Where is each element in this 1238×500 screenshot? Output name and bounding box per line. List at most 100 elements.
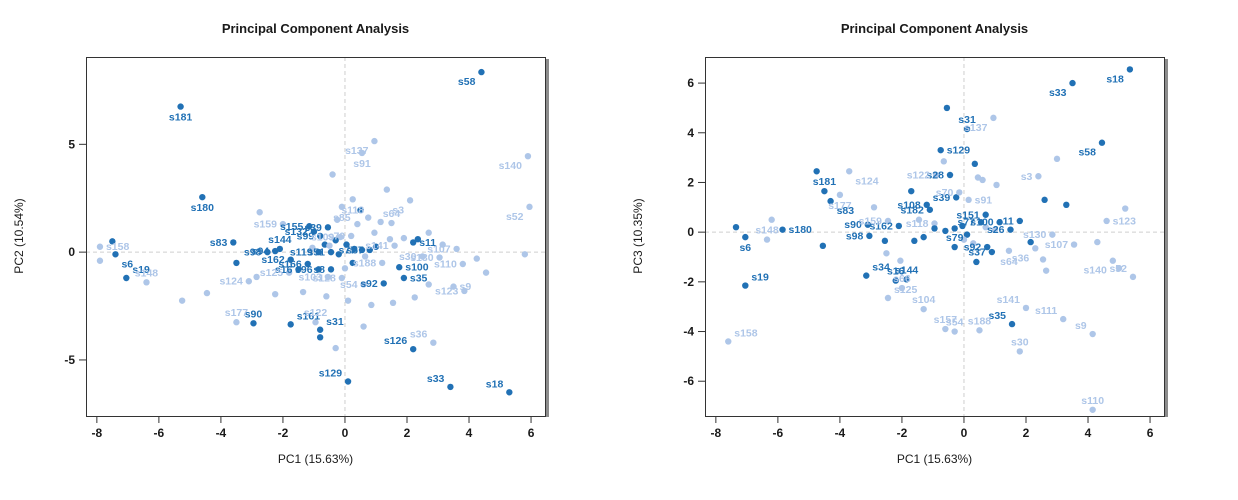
data-point [963,231,971,238]
data-point [506,389,513,396]
x-tick-label: 4 [1085,426,1092,440]
data-point [358,149,366,157]
data-point [123,274,130,282]
data-point [310,228,318,235]
data-point [366,246,373,254]
data-point [1122,205,1129,212]
point-label: s90 [844,219,862,231]
point-label: s83 [210,237,228,249]
data-point [1109,257,1117,264]
data-point [1063,201,1070,209]
x-tick-label: -4 [216,426,227,440]
data-point [96,243,104,250]
data-point [447,383,454,391]
point-label: s108 [897,199,921,211]
data-point [1126,66,1134,73]
point-label: s91 [975,194,993,206]
point-label: s77 [957,217,975,229]
data-point [349,259,356,267]
data-point [926,206,934,213]
data-point [931,220,938,227]
data-point [419,253,426,260]
data-point [915,216,923,223]
data-point [461,287,468,295]
data-point [931,225,938,232]
point-label: s94 [252,246,270,258]
data-point [866,232,873,240]
data-point [1007,226,1014,233]
data-point [1094,238,1101,246]
point-label: s70 [328,230,346,242]
data-point [378,259,386,267]
data-point [347,232,355,240]
data-point [988,248,996,256]
data-point [332,237,339,244]
data-point [383,186,391,193]
data-point [976,327,983,334]
plot-frame [86,57,546,417]
point-label: s99 [297,230,315,242]
point-label: s39 [933,192,951,204]
data-point [996,219,1003,226]
data-point [334,216,341,223]
data-point [344,378,352,385]
point-label: s100 [970,217,994,229]
data-point [819,242,827,250]
data-point [1042,267,1050,274]
point-label: s58 [1078,147,1096,159]
data-point [1008,320,1016,328]
pca-panel-pc1-pc2: Principal Component Analysis PC2 (10.54%… [12,21,549,466]
data-point [287,321,294,328]
data-point [230,239,237,246]
point-label: s122 [907,170,931,182]
point-label: s18 [486,378,504,390]
data-point [250,320,257,327]
point-label: s126 [384,335,408,347]
data-point [1089,330,1096,338]
point-label: s64 [1000,256,1018,268]
data-point [316,232,324,240]
data-point [329,171,336,178]
point-label: s118 [341,204,364,216]
data-point [524,152,532,160]
point-label: s122 [304,307,328,319]
point-label: s77 [338,244,356,256]
data-point [1070,241,1078,248]
point-label: s141 [365,240,389,252]
data-point [295,266,302,273]
point-label: s34 [872,262,890,274]
x-tick-label: 0 [961,426,968,440]
point-label: s6 [739,242,751,254]
point-label: s8 [313,264,325,276]
point-label: s118 [906,218,929,230]
data-point [315,248,322,256]
data-point [863,272,870,279]
point-label: s54 [340,279,358,291]
point-label: s166 [278,258,302,270]
point-label: s140 [1083,265,1107,277]
data-point [203,289,211,297]
data-point [1027,238,1034,246]
point-label: s130 [410,252,434,264]
y-tick-label: 2 [687,175,694,189]
data-point [1039,256,1047,263]
data-point [943,104,951,112]
data-point [233,319,240,326]
x-tick-label: 2 [404,426,411,440]
data-point [276,245,284,253]
point-label: s11 [997,215,1014,227]
data-point [965,196,972,204]
data-point [951,328,958,335]
data-point [763,236,771,243]
data-point [946,171,954,179]
data-point [473,255,480,262]
data-point [256,209,263,216]
y-tick-label: 0 [68,245,75,259]
data-point [1035,173,1042,180]
point-label: s148 [135,267,159,279]
data-point [326,242,333,249]
data-point [389,299,397,307]
data-point [315,266,322,273]
